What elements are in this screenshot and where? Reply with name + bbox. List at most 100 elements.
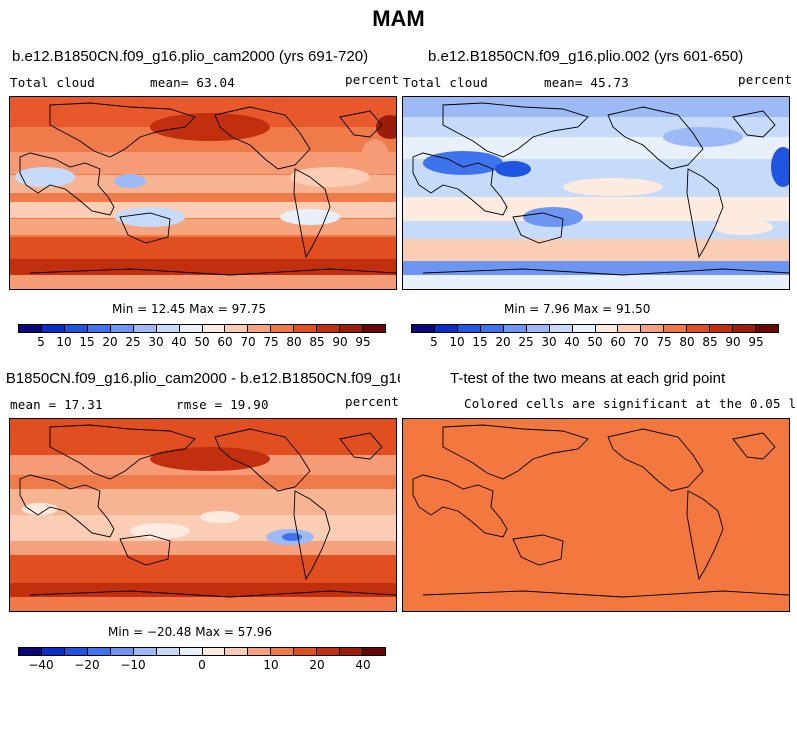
colorbar-tick-label: 70	[240, 335, 256, 349]
mean-label-bottom-left: mean = 17.31	[10, 397, 103, 412]
colorbar-swatch	[618, 325, 642, 332]
colorbar-tick-label: −40	[28, 658, 54, 672]
colorbar-tick-label: 75	[263, 335, 279, 349]
colorbar-swatch	[412, 325, 435, 332]
variable-label-top-left: Total cloud	[10, 75, 95, 90]
colorbar-top-left	[18, 324, 386, 333]
rmse-label-bottom-left: rmse = 19.90	[176, 397, 269, 412]
colorbar-tick-label: 15	[472, 335, 488, 349]
colorbar-tick-label: 0	[198, 658, 206, 672]
colorbar-tick-label: 5	[430, 335, 438, 349]
colorbar-swatch	[317, 325, 341, 332]
colorbar-tick-label: 90	[725, 335, 741, 349]
colorbar-tick-label: 95	[355, 335, 371, 349]
colorbar-swatch	[340, 648, 364, 655]
colorbar-swatch	[363, 648, 385, 655]
colorbar-tick-label: 75	[656, 335, 672, 349]
colorbar-ticks-bottom-left: −40 −20 −10 0 10 20 40	[18, 658, 386, 672]
minmax-label-top-right: Min = 7.96 Max = 91.50	[504, 302, 651, 316]
colorbar-swatch	[64, 648, 88, 655]
colorbar-swatch	[19, 648, 42, 655]
colorbar-tick-label: 50	[587, 335, 603, 349]
colorbar-swatch	[156, 325, 180, 332]
colorbar-tick-label: 60	[217, 335, 233, 349]
colorbar-swatch	[133, 325, 157, 332]
panel-title-bottom-right: T-test of the two means at each grid poi…	[450, 370, 726, 387]
colorbar-tick-label: 95	[748, 335, 764, 349]
colorbar-tick-label: 85	[702, 335, 718, 349]
colorbar-ticks-top-right: 5 10 15 20 25 30 40 50 60 70 75 80 85 90 95	[411, 335, 779, 349]
minmax-label-bottom-left: Min = −20.48 Max = 57.96	[108, 625, 273, 639]
colorbar-swatch	[756, 325, 778, 332]
colorbar-swatch	[526, 325, 550, 332]
map-bottom-right	[402, 418, 790, 612]
colorbar-tick-label: 10	[263, 658, 279, 672]
colorbar-top-right	[411, 324, 779, 333]
panel-title-top-left: b.e12.B1850CN.f09_g16.plio_cam2000 (yrs …	[12, 48, 369, 65]
colorbar-swatch	[87, 325, 111, 332]
colorbar-swatch	[572, 325, 596, 332]
colorbar-swatch	[133, 648, 157, 655]
colorbar-swatch	[363, 325, 385, 332]
colorbar-swatch	[202, 648, 226, 655]
colorbar-swatch	[41, 648, 65, 655]
colorbar-tick-label: 80	[286, 335, 302, 349]
panel-title-clip-bottom-left: B1850CN.f09_g16.plio_cam2000 - b.e12.B18…	[0, 367, 400, 389]
map-canvas-top-right	[403, 97, 789, 289]
colorbar-tick-label: 85	[309, 335, 325, 349]
colorbar-swatch	[457, 325, 481, 332]
units-label-bottom-left: percent	[345, 394, 400, 409]
map-bottom-left	[9, 418, 397, 612]
colorbar-swatch	[87, 648, 111, 655]
colorbar-tick-label: 20	[309, 658, 325, 672]
colorbar-tick-label: 40	[171, 335, 187, 349]
map-canvas-bottom-left	[10, 419, 396, 611]
colorbar-tick-label: 20	[495, 335, 511, 349]
colorbar-swatch	[225, 325, 249, 332]
colorbar-swatch	[248, 648, 272, 655]
colorbar-swatch	[271, 648, 295, 655]
colorbar-tick-label: 20	[102, 335, 118, 349]
colorbar-swatch	[179, 648, 203, 655]
colorbar-swatch	[317, 648, 341, 655]
colorbar-tick-label: −10	[120, 658, 146, 672]
colorbar-swatch	[641, 325, 665, 332]
colorbar-tick-label: 70	[633, 335, 649, 349]
colorbar-swatch	[733, 325, 757, 332]
colorbar-swatch	[664, 325, 688, 332]
colorbar-swatch	[595, 325, 619, 332]
colorbar-tick-label: −20	[74, 658, 100, 672]
colorbar-tick-label: 50	[194, 335, 210, 349]
colorbar-swatch	[294, 648, 318, 655]
colorbar-tick-label: 25	[125, 335, 141, 349]
colorbar-swatch	[340, 325, 364, 332]
colorbar-swatch	[156, 648, 180, 655]
colorbar-ticks-top-left: 5 10 15 20 25 30 40 50 60 70 75 80 85 90 95	[18, 335, 386, 349]
colorbar-bottom-left	[18, 647, 386, 656]
colorbar-tick-label: 30	[148, 335, 164, 349]
colorbar-swatch	[225, 648, 249, 655]
colorbar-tick-label: 30	[541, 335, 557, 349]
colorbar-swatch	[480, 325, 504, 332]
colorbar-tick-label: 60	[610, 335, 626, 349]
colorbar-swatch	[434, 325, 458, 332]
colorbar-swatch	[19, 325, 42, 332]
map-top-right	[402, 96, 790, 290]
map-canvas-top-left	[10, 97, 396, 289]
panel-title-top-right: b.e12.B1850CN.f09_g16.plio.002 (yrs 601-…	[428, 48, 744, 65]
panel-subtitle-bottom-right: Colored cells are significant at the 0.0…	[464, 396, 797, 411]
colorbar-swatch	[41, 325, 65, 332]
colorbar-tick-label: 40	[355, 658, 371, 672]
colorbar-swatch	[503, 325, 527, 332]
colorbar-swatch	[710, 325, 734, 332]
colorbar-tick-label: 10	[56, 335, 72, 349]
mean-label-top-right: mean= 45.73	[544, 75, 629, 90]
map-top-left	[9, 96, 397, 290]
variable-label-top-right: Total cloud	[403, 75, 488, 90]
minmax-label-top-left: Min = 12.45 Max = 97.75	[112, 302, 266, 316]
colorbar-tick-label: 40	[564, 335, 580, 349]
mean-label-top-left: mean= 63.04	[150, 75, 235, 90]
colorbar-swatch	[549, 325, 573, 332]
figure-title: MAM	[372, 6, 425, 31]
map-canvas-bottom-right	[403, 419, 789, 611]
